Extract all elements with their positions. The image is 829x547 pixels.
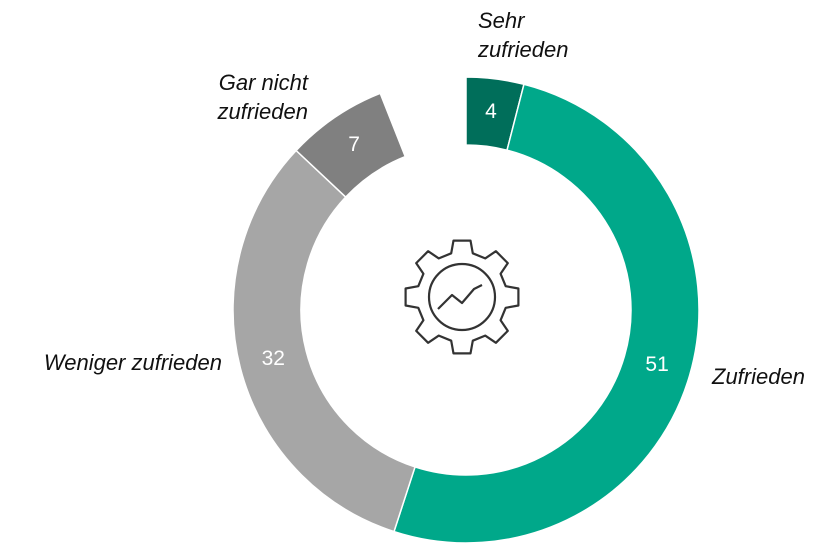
data-label: 7 [348,133,360,156]
category-label: Zufrieden [712,364,805,389]
donut-segment [295,92,407,199]
data-label: 51 [645,353,668,376]
data-label: 32 [262,347,285,370]
category-label: Sehr zufrieden [478,8,569,62]
category-label: Gar nicht zufrieden [217,70,308,124]
gear-trend [437,284,483,310]
gear-icon [404,239,520,355]
donut-segment [393,83,700,544]
data-label: 4 [485,100,497,123]
gear-inner [427,262,497,332]
category-label: Weniger zufrieden [43,350,222,375]
donut-segment [232,149,416,533]
gear-outline [404,239,520,355]
